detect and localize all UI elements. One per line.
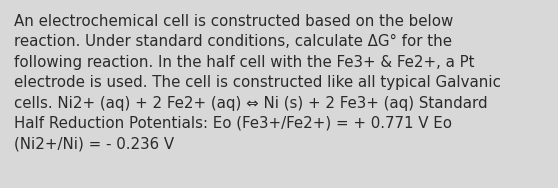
Text: An electrochemical cell is constructed based on the below
reaction. Under standa: An electrochemical cell is constructed b… (14, 14, 501, 151)
